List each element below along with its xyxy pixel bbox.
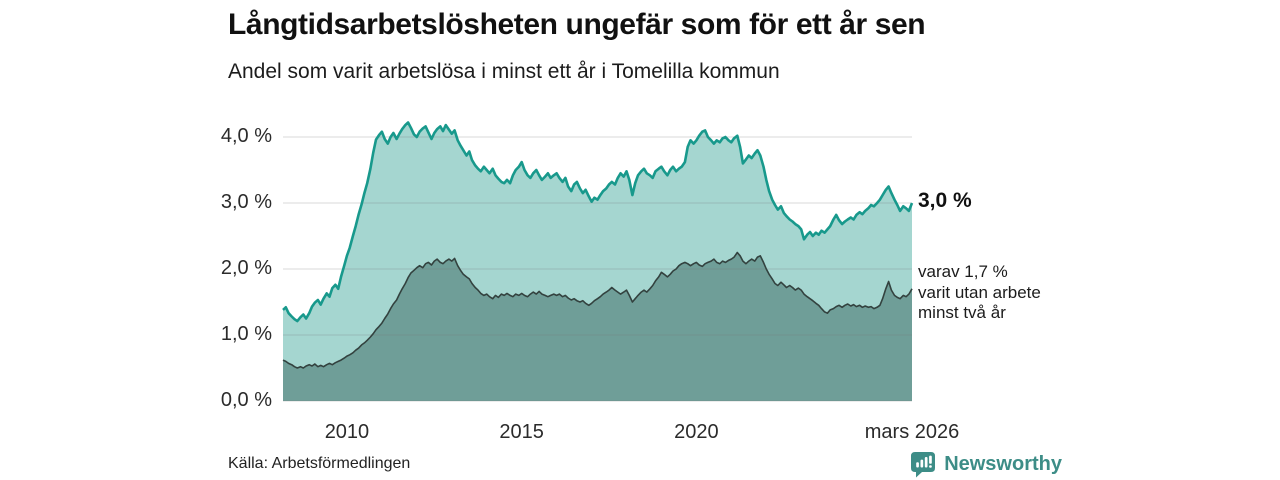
y-tick-label: 1,0 % (220, 323, 272, 345)
brand-name: Newsworthy (944, 452, 1062, 475)
two-year-line (282, 251, 913, 369)
page-title: Långtidsarbetslösheten ungefär som för e… (228, 8, 926, 41)
sub-annotation-line: minst två år (918, 303, 1006, 323)
series-sub-annotation: varav 1,7 % varit utan arbete minst två … (918, 262, 1041, 324)
x-tick-label: 2010 (324, 421, 370, 443)
newsworthy-logo-icon (911, 452, 936, 478)
x-tick-label: 2015 (499, 421, 544, 443)
source-caption: Källa: Arbetsförmedlingen (228, 455, 411, 472)
total-line (282, 121, 914, 323)
y-tick-label: 0,0 % (220, 389, 272, 411)
y-tick-label: 3,0 % (220, 191, 272, 213)
y-tick-label: 2,0 % (220, 257, 272, 279)
x-tick-label: mars 2026 (864, 421, 960, 443)
chart-subtitle: Andel som varit arbetslösa i minst ett å… (228, 60, 780, 83)
series-end-value-label: 3,0 % (918, 189, 972, 212)
x-tick-label: 2020 (674, 421, 719, 443)
y-tick-label: 4,0 % (220, 125, 272, 147)
two-year-area-fill (283, 252, 912, 401)
sub-annotation-line: varit utan arbete (918, 282, 1041, 302)
sub-annotation-line: varav 1,7 % (918, 262, 1008, 281)
brand-lockup: Newsworthy (909, 450, 1062, 478)
